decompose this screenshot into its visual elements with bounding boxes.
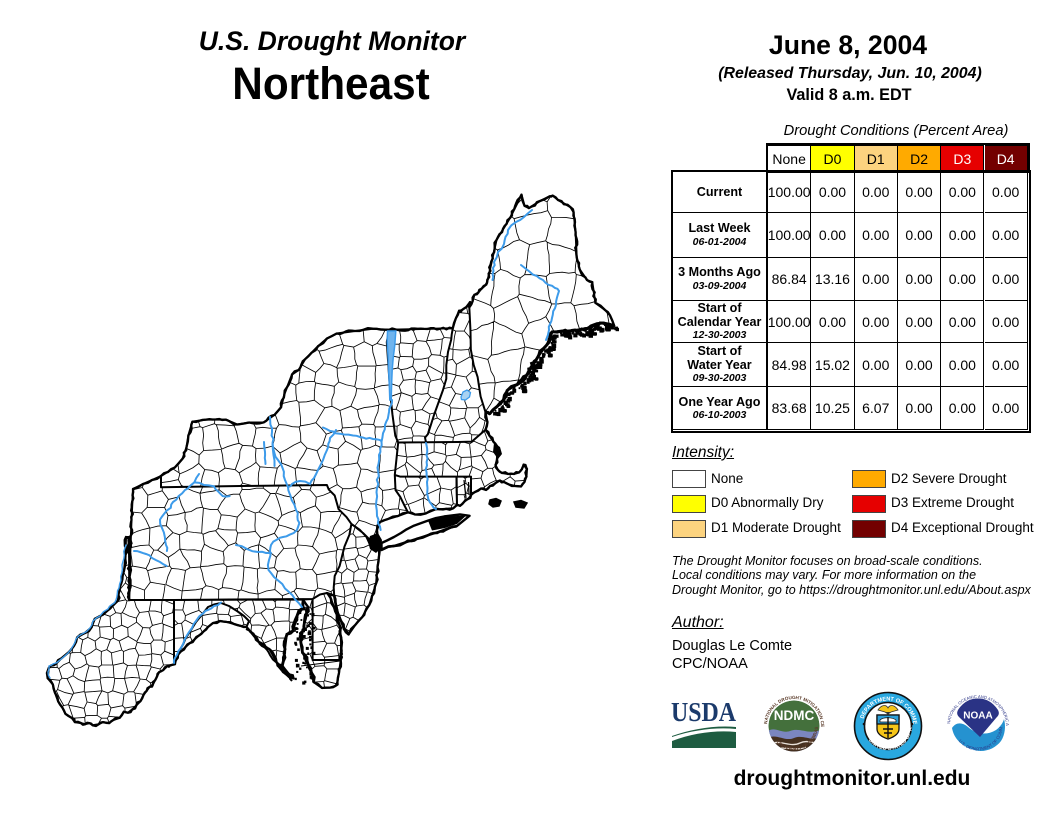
svg-text:NDMC: NDMC — [774, 708, 815, 723]
svg-text:USDA: USDA — [671, 701, 736, 727]
svg-text:NOAA: NOAA — [963, 711, 992, 722]
